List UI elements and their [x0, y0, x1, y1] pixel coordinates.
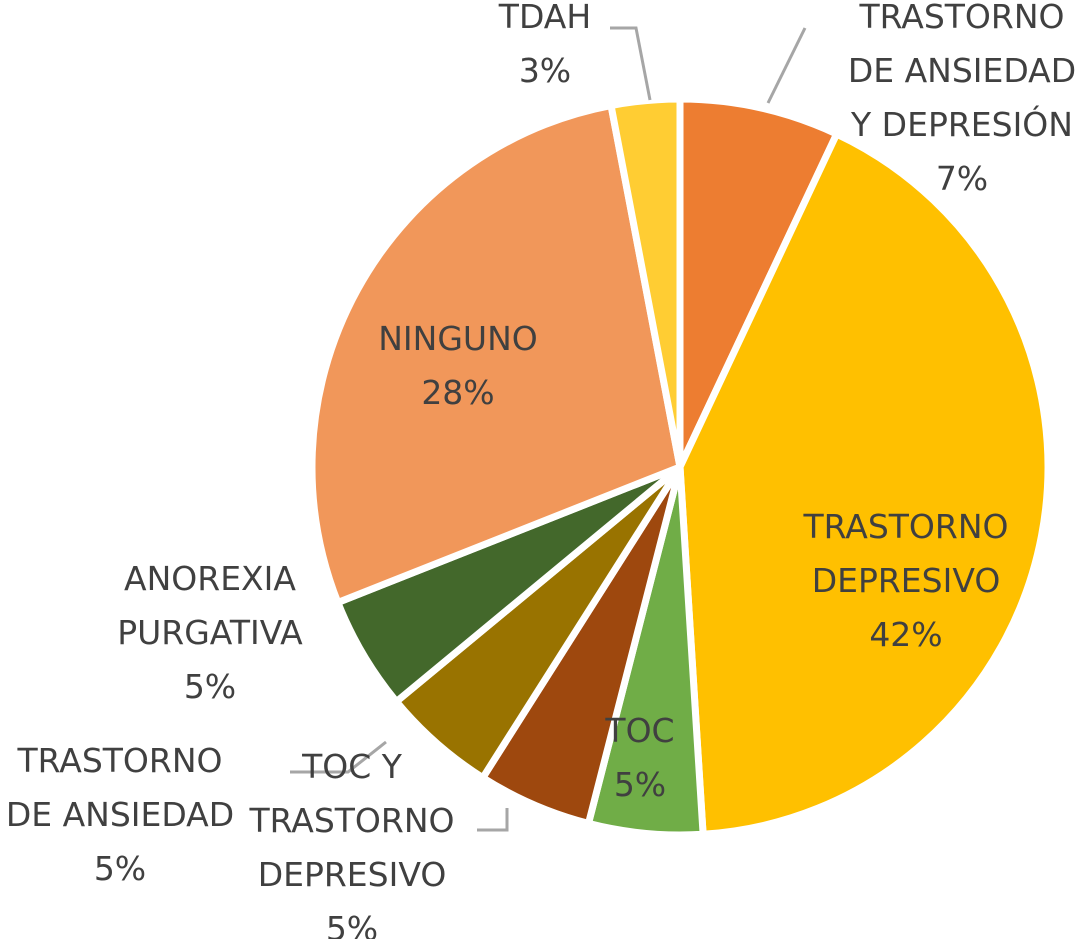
data-label-percent: 28% — [421, 373, 494, 412]
data-label-category: TRASTORNO — [859, 0, 1065, 36]
data-label-percent: 5% — [326, 909, 378, 939]
data-label-percent: 3% — [519, 51, 571, 90]
data-label-category: NINGUNO — [378, 319, 538, 358]
data-label-category: TOC Y — [301, 747, 403, 786]
data-label: TOC Y TRASTORNO DEPRESIVO 5% — [249, 747, 455, 939]
pie-slice-trastorno-depresivo — [676, 130, 1052, 838]
data-label-percent: 5% — [614, 765, 666, 804]
data-label-category: Y DEPRESIÓN — [850, 104, 1073, 144]
data-label-category: DEPRESIVO — [812, 561, 1001, 600]
data-label-percent: 7% — [936, 159, 988, 198]
data-label-category: PURGATIVA — [117, 613, 303, 652]
data-label-percent: 5% — [94, 849, 146, 888]
data-label-category: ANOREXIA — [124, 559, 296, 598]
data-label: TRASTORNO DE ANSIEDAD Y DEPRESIÓN 7% — [848, 0, 1076, 198]
leader-line — [766, 27, 807, 104]
data-label-category: DE ANSIEDAD — [6, 795, 234, 834]
pie-slice-trastorno-de-ansiedad-y-depresi-n — [676, 95, 841, 471]
data-label: TDAH 3% — [498, 0, 591, 90]
leader-line — [610, 26, 652, 101]
leader-line — [477, 808, 509, 832]
data-label: NINGUNO 28% — [378, 319, 538, 412]
pie-slice-tdah — [607, 95, 684, 471]
data-label: TOC 5% — [604, 711, 674, 804]
data-label-category: TRASTORNO — [17, 741, 223, 780]
data-label-category: TRASTORNO — [803, 507, 1009, 546]
data-label-category: TOC — [604, 711, 674, 750]
data-label-category: DE ANSIEDAD — [848, 51, 1076, 90]
data-label: ANOREXIA PURGATIVA 5% — [117, 559, 303, 706]
data-label: TRASTORNO DE ANSIEDAD 5% — [6, 741, 234, 888]
data-label-percent: 42% — [869, 615, 942, 654]
data-label-category: TRASTORNO — [249, 801, 455, 840]
data-label-category: DEPRESIVO — [258, 855, 447, 894]
data-label: TRASTORNO DEPRESIVO 42% — [803, 507, 1009, 654]
pie-slice-ninguno — [308, 102, 684, 606]
data-label-percent: 5% — [184, 667, 236, 706]
leader-line — [290, 740, 387, 774]
data-label-category: TDAH — [498, 0, 591, 36]
